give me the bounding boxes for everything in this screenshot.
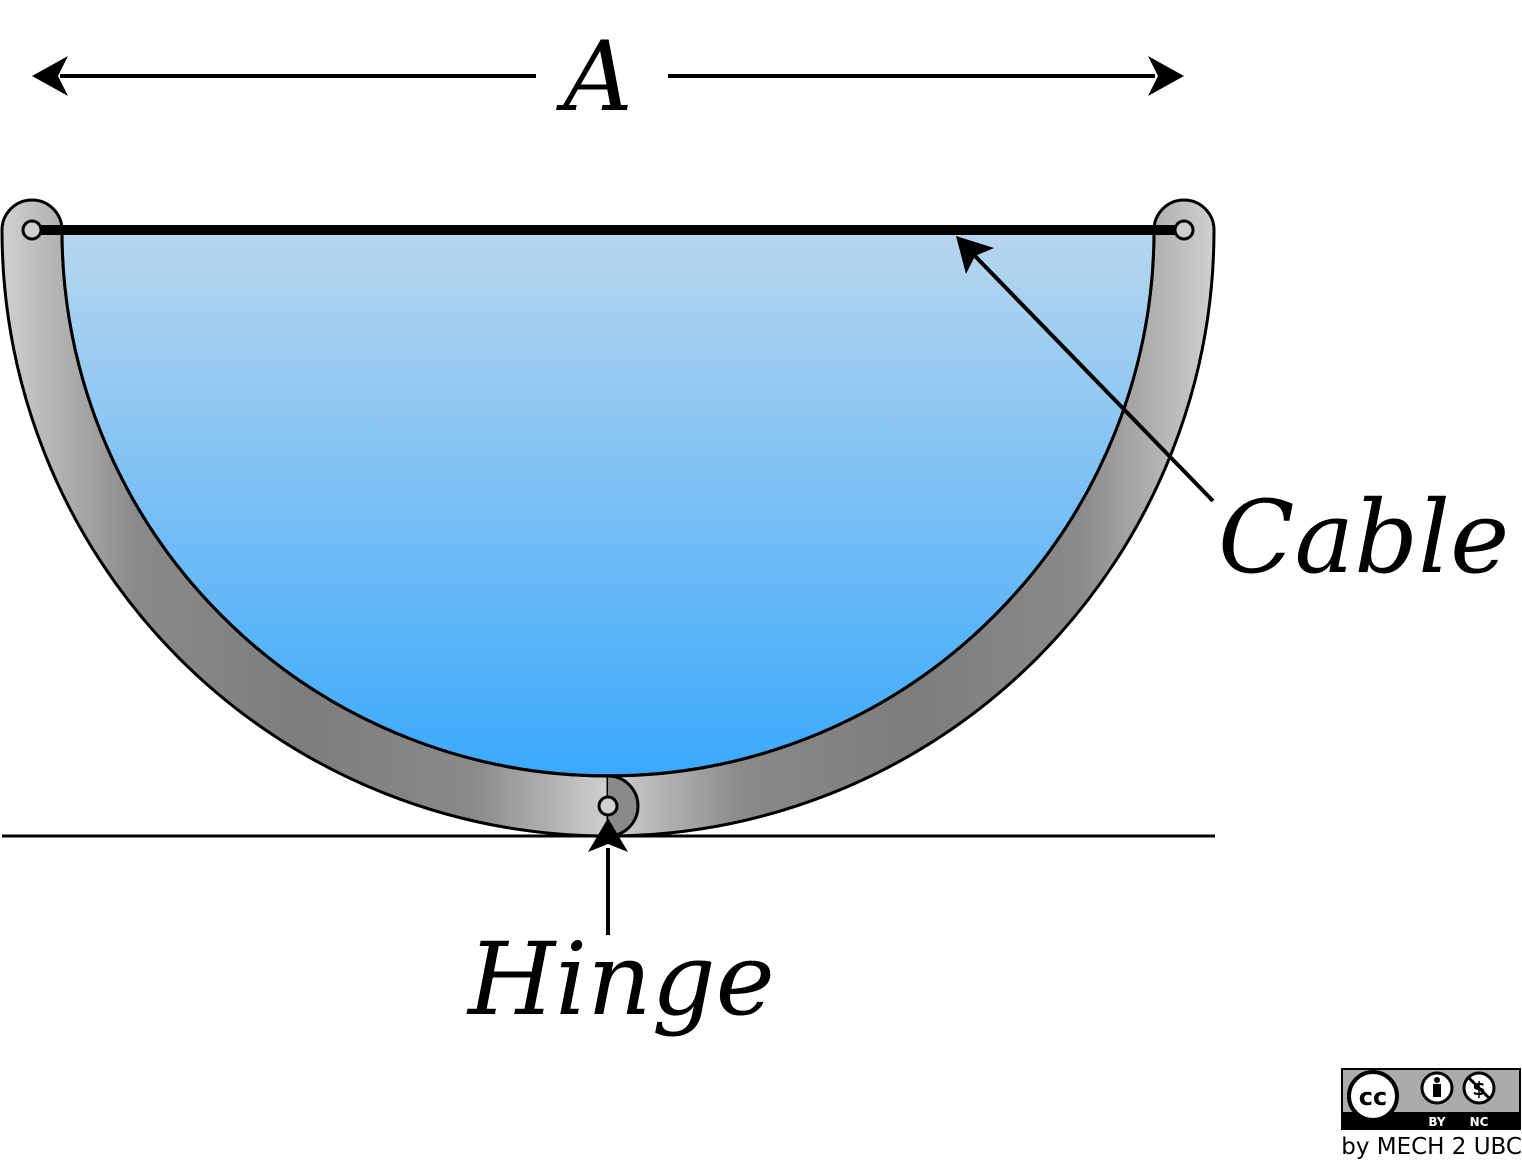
arrow-left-icon xyxy=(32,56,68,96)
pin-hinge xyxy=(597,795,619,817)
hinge-arrowhead-icon xyxy=(588,818,628,852)
badge-by-label: BY xyxy=(1428,1115,1445,1129)
credit-text: by MECH 2 UBC xyxy=(1341,1134,1522,1160)
cc-logo-icon: cc xyxy=(1347,1070,1399,1122)
leader-arrowhead-icon xyxy=(956,236,994,274)
water-body xyxy=(60,228,1156,778)
cable-label: Cable xyxy=(1218,479,1509,596)
cc-by-nc-badge: cc $ BY NC xyxy=(1341,1068,1521,1130)
pin-right xyxy=(1173,219,1195,241)
hinge-leader xyxy=(588,818,628,935)
cable-leader xyxy=(956,236,1215,503)
dimension-arrow-a xyxy=(32,56,1184,96)
svg-text:cc: cc xyxy=(1359,1083,1387,1111)
noncommercial-icon: $ xyxy=(1462,1071,1496,1105)
arrow-right-icon xyxy=(1148,56,1184,96)
dimension-label-a: A xyxy=(555,21,632,133)
hinge-knuckle xyxy=(607,774,640,838)
attribution-person-icon xyxy=(1420,1071,1454,1105)
badge-nc-label: NC xyxy=(1470,1115,1489,1129)
pin-left xyxy=(21,219,43,241)
hinge-label: Hinge xyxy=(466,921,775,1038)
